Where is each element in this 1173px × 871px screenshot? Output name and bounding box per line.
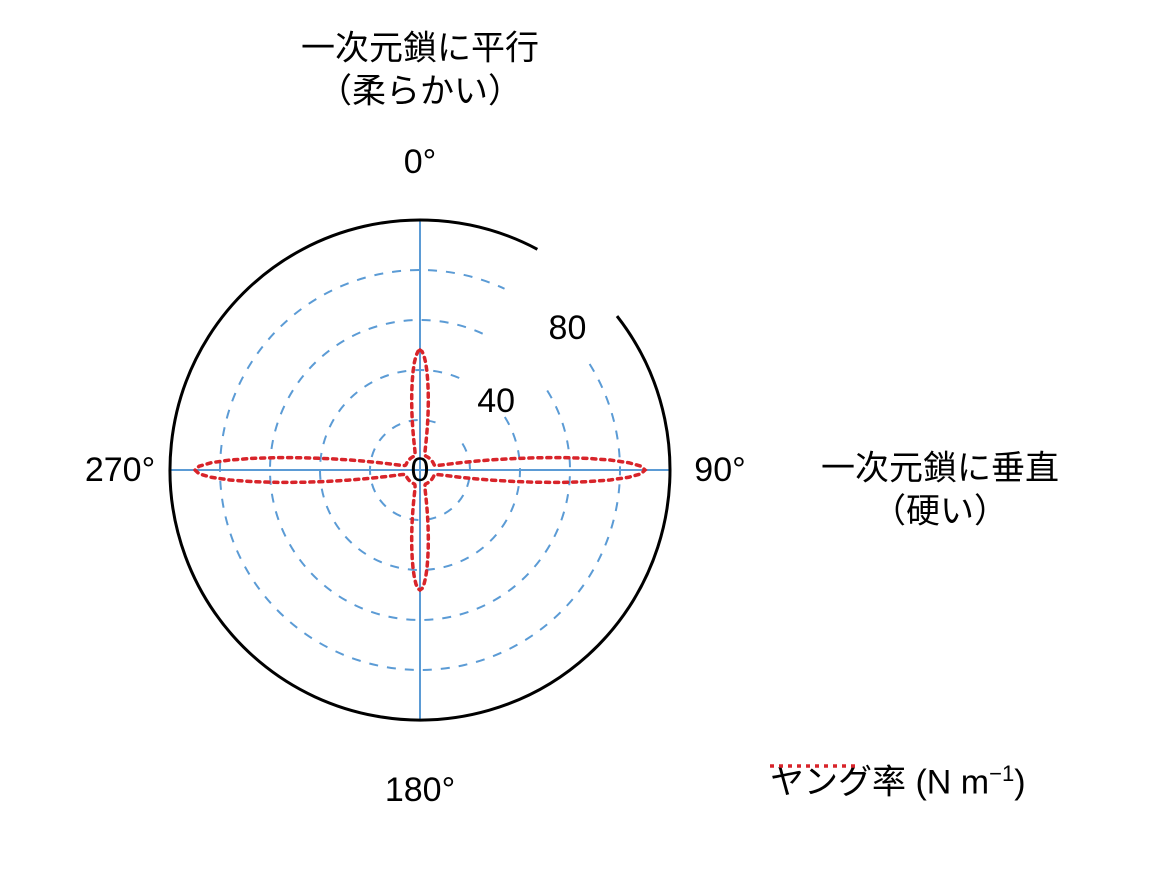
radial-label-0: 0 [411,449,430,492]
angle-label-0: 0° [404,141,437,184]
polar-chart-container: 一次元鎖に平行 （柔らかい） 一次元鎖に垂直 （硬い） 0° 90° 180° … [0,0,1173,871]
angle-label-180: 180° [385,769,455,812]
polar-chart-svg [0,0,1173,871]
annotation-right: 一次元鎖に垂直 （硬い） [821,448,1059,533]
radial-label-40: 40 [477,380,515,423]
annotation-right-line1: 一次元鎖に垂直 [821,450,1059,488]
radial-label-80: 80 [549,306,587,349]
annotation-right-line2: （硬い） [872,492,1008,530]
annotation-top: 一次元鎖に平行 （柔らかい） [301,28,539,113]
annotation-top-line2: （柔らかい） [318,72,522,110]
angle-label-270: 270° [85,449,155,492]
legend: ヤング率 (N m−1) [770,760,1026,804]
angle-label-90: 90° [694,449,745,492]
legend-swatch [770,760,860,772]
annotation-top-line1: 一次元鎖に平行 [301,30,539,68]
